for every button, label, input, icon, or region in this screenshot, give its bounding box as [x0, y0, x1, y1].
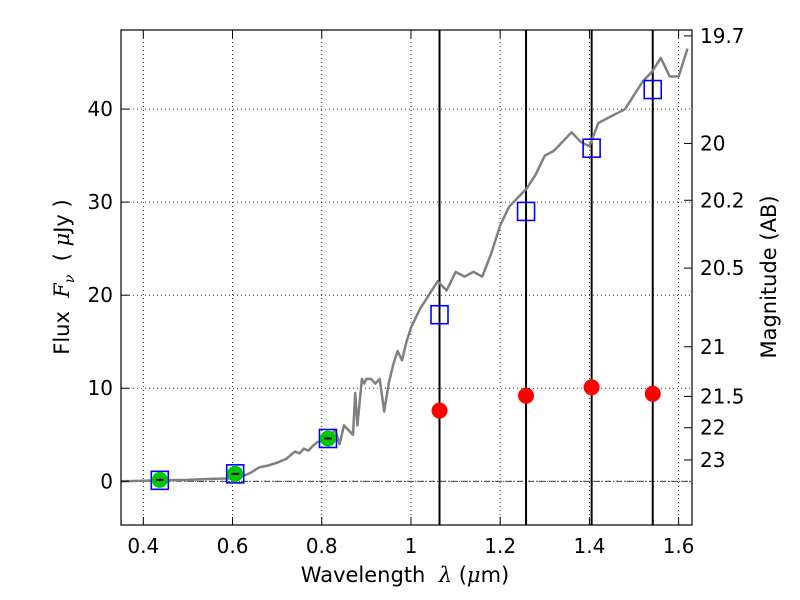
vertical-filter-lines	[438, 30, 654, 525]
y2-tick-label: 21.5	[700, 384, 745, 408]
axis-ticks: 0.4 0.6 0.8 1 1.2 1.4 1.6 0 10 20 30 40 19.7 20 20.2 20…	[88, 24, 745, 558]
y2-tick-label: 20	[700, 131, 725, 155]
model-photometry-square	[643, 79, 663, 100]
observed-ir-point	[644, 385, 661, 402]
x-tick-label: 1.6	[663, 534, 695, 558]
x-tick-label: 1.2	[484, 534, 516, 558]
y2-tick-label: 22	[700, 416, 725, 440]
x-tick-label: 1.4	[573, 534, 605, 558]
model-photometry-square	[430, 304, 449, 325]
y2-tick-label: 19.7	[700, 24, 745, 48]
y-tick-label: 0	[100, 469, 113, 493]
model-photometry-square	[150, 470, 170, 491]
y2-tick-label: 20.5	[700, 256, 745, 280]
spectrum-line	[120, 48, 689, 483]
plot-frame	[120, 29, 693, 526]
observed-ir-point	[431, 402, 448, 419]
y2-tick-label: 23	[700, 448, 725, 472]
y2-axis-title: Magnitude (AB)	[757, 195, 781, 358]
model-photometry-square	[318, 428, 338, 449]
spectrum-series	[120, 48, 689, 483]
y-tick-label: 40	[88, 97, 113, 121]
model-photometry-square	[225, 464, 245, 484]
x-tick-label: 0.8	[306, 534, 338, 558]
photometry-markers	[150, 79, 663, 491]
x-tick-label: 1	[405, 534, 418, 558]
y2-tick-label: 20.2	[700, 188, 745, 212]
y-tick-label: 20	[88, 283, 113, 307]
grid-lines	[121, 30, 692, 525]
x-tick-label: 0.6	[217, 534, 249, 558]
plot-border	[120, 29, 693, 526]
y2-tick-label: 21	[700, 335, 725, 359]
y-axis-title: Flux Fν ( μJy )	[50, 199, 78, 354]
y-tick-label: 10	[88, 376, 113, 400]
x-tick-label: 0.4	[127, 534, 159, 558]
observed-ir-point	[583, 379, 600, 396]
y-tick-label: 30	[88, 190, 113, 214]
x-axis-title: Wavelength λ (μm)	[301, 563, 509, 587]
observed-ir-point	[518, 387, 535, 404]
model-photometry-square	[516, 201, 536, 222]
model-photometry-square	[582, 138, 601, 158]
